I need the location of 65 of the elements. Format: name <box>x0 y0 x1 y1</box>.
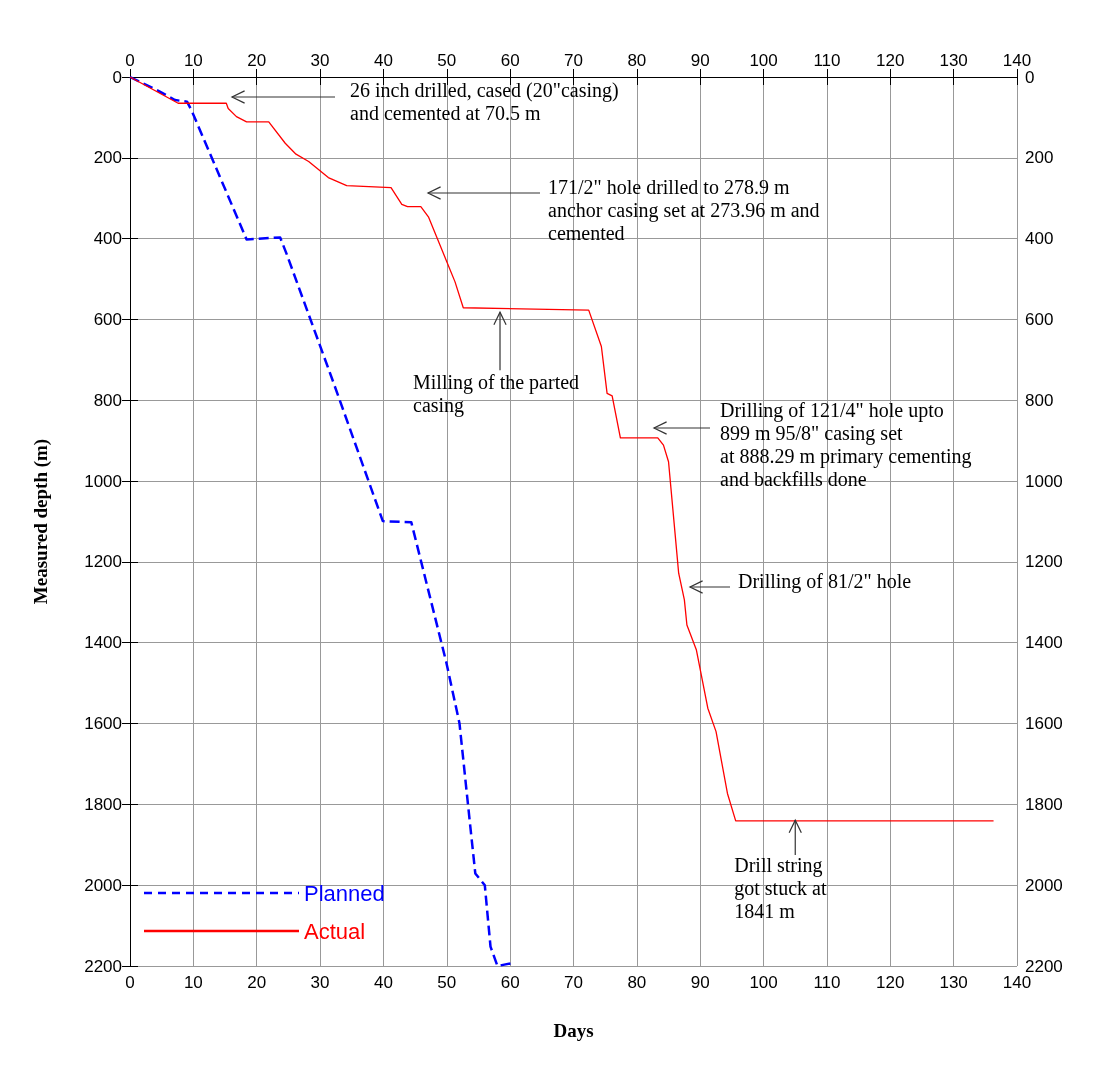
x-tick-label: 100 <box>749 973 778 992</box>
x-tick-label: 0 <box>125 973 135 992</box>
text: Actual <box>304 919 366 944</box>
x-tick-label: 30 <box>310 973 330 992</box>
y2-tick-label: 600 <box>1025 309 1054 329</box>
x2-tick-label: 40 <box>373 51 393 70</box>
x2-tick-label: 80 <box>627 51 647 70</box>
y2-tick-label: 2200 <box>1025 956 1063 976</box>
x2-tick-label: 70 <box>564 51 583 70</box>
y2-tick-label: 0 <box>1025 67 1035 87</box>
y2-tick-label: 1400 <box>1025 633 1063 653</box>
y2-tick-label: 2000 <box>1025 875 1063 895</box>
y2-tick-label: 1600 <box>1025 714 1063 734</box>
x2-tick-label: 90 <box>690 51 710 70</box>
x2-tick-label: 30 <box>310 51 330 70</box>
y-tick-label: 1400 <box>84 633 122 653</box>
y-tick-label: 2000 <box>84 875 122 895</box>
annotation: Drilling of 81/2" hole <box>738 570 912 593</box>
x-tick-label: 140 <box>1002 973 1032 992</box>
x-tick-label: 130 <box>939 973 968 992</box>
x2-tick-label: 120 <box>876 51 905 70</box>
x-tick-label: 90 <box>690 973 710 992</box>
text: Planned <box>304 881 385 906</box>
annotation: Drilling of 121/4" hole upto 899 m 95/8" casing set at 888.29 m primary cementing and backfills done <box>720 399 972 490</box>
y-tick-label: 200 <box>93 148 122 168</box>
x-tick-label: 10 <box>183 973 203 992</box>
x2-tick-label: 20 <box>247 51 267 70</box>
y2-tick-label: 800 <box>1025 390 1054 410</box>
annotation: Milling of the parted casing <box>413 371 580 418</box>
y-tick-label: 1200 <box>84 552 122 572</box>
x-tick-label: 120 <box>876 973 905 992</box>
x2-tick-label: 130 <box>939 51 968 70</box>
x2-tick-label: 110 <box>813 51 841 70</box>
x-tick-label: 70 <box>564 973 583 992</box>
y-tick-label: 1000 <box>84 471 122 491</box>
x2-tick-label: 100 <box>749 51 778 70</box>
y2-tick-label: 200 <box>1025 148 1054 168</box>
x-tick-label: 50 <box>437 973 457 992</box>
x-tick-label: 40 <box>373 973 393 992</box>
x-tick-label: 80 <box>627 973 647 992</box>
y-tick-label: 400 <box>93 229 122 249</box>
y-axis-title: Measured depth (m) <box>30 438 52 605</box>
x2-tick-label: 50 <box>437 51 457 70</box>
x2-tick-label: 10 <box>183 51 203 70</box>
x2-tick-label: 60 <box>500 51 520 70</box>
x-tick-label: 110 <box>813 973 841 992</box>
annotation: 26 inch drilled, cased (20"casing) and cemented at 70.5 m <box>350 79 619 124</box>
y2-tick-label: 1000 <box>1025 471 1063 491</box>
y2-tick-label: 1200 <box>1025 552 1063 572</box>
x-axis-title: Days <box>553 1020 594 1041</box>
x-tick-label: 20 <box>247 973 267 992</box>
y-tick-label: 0 <box>112 67 122 87</box>
y2-tick-label: 1800 <box>1025 794 1063 814</box>
x2-tick-label: 140 <box>1002 51 1032 70</box>
y-tick-label: 1800 <box>84 794 122 814</box>
line-series <box>129 76 995 822</box>
y2-tick-label: 400 <box>1025 229 1054 249</box>
x2-tick-label: 0 <box>125 51 135 70</box>
annotation: Drill string got stuck at 1841 m <box>734 854 827 923</box>
x-tick-label: 60 <box>500 973 520 992</box>
y-tick-label: 600 <box>93 309 122 329</box>
y-tick-label: 2200 <box>84 956 122 976</box>
annotation: 171/2" hole drilled to 278.9 m anchor casing set at 273.96 m and cemented <box>548 176 820 244</box>
y-tick-label: 1600 <box>84 714 122 734</box>
y-tick-label: 800 <box>93 390 122 410</box>
